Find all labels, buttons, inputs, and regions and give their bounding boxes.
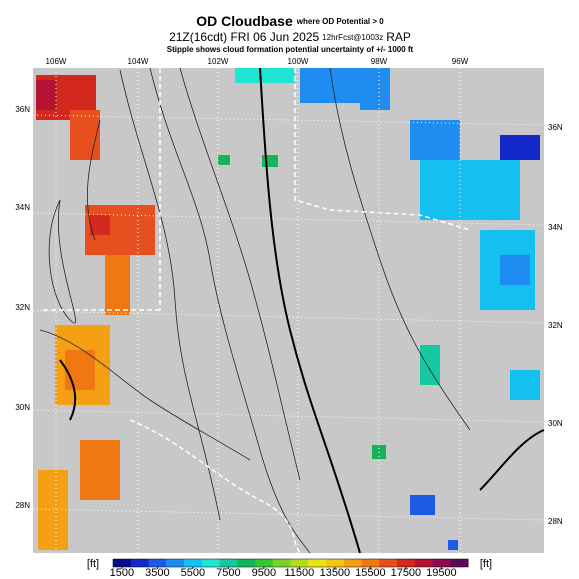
colorbar-swatch <box>450 559 469 567</box>
lon-label: 98W <box>371 57 388 66</box>
valid-line: 21Z(16cdt) FRI 06 Jun 2025 12hrFcst@1003z… <box>169 30 411 44</box>
model: RAP <box>386 30 411 44</box>
colorbar-swatch <box>272 559 291 567</box>
title-line: OD Cloudbase where OD Potential > 0 <box>196 13 384 29</box>
colorbar-swatch <box>166 559 185 567</box>
lat-label: 36N <box>15 105 30 114</box>
colorbar-swatch <box>184 559 203 567</box>
colorbar-label: 5500 <box>181 567 205 579</box>
colorbar-label: 3500 <box>145 567 169 579</box>
lon-label: 102W <box>208 57 229 66</box>
colorbar-swatch <box>290 559 309 567</box>
lon-label: 96W <box>452 57 469 66</box>
lon-label: 104W <box>128 57 149 66</box>
lat-label: 30N <box>15 403 30 412</box>
lat-label: 28N <box>15 501 30 510</box>
colorbar-swatch <box>201 559 220 567</box>
map <box>32 67 545 554</box>
colorbar-swatch <box>397 559 416 567</box>
colorbar-swatch <box>361 559 380 567</box>
colorbar-label: 11500 <box>284 567 314 579</box>
lat-label: 32N <box>548 321 563 330</box>
colorbar-swatch <box>343 559 362 567</box>
lat-label: 36N <box>548 123 563 132</box>
subtitle: Stipple shows cloud formation potential … <box>167 45 414 54</box>
colorbar-swatch <box>308 559 327 567</box>
colorbar-swatch <box>219 559 238 567</box>
title-note: where OD Potential > 0 <box>296 17 384 26</box>
lat-label: 30N <box>548 419 563 428</box>
colorbar-swatch <box>379 559 398 567</box>
colorbar-swatch <box>148 559 167 567</box>
colorbar-frame <box>112 558 469 568</box>
unit-label: [ft] <box>480 558 492 570</box>
colored-cells <box>36 68 540 550</box>
contours <box>39 67 545 554</box>
lat-label: 34N <box>15 203 30 212</box>
colorbar-label: 17500 <box>391 567 422 579</box>
forecast: 12hrFcst@1003z <box>322 33 383 42</box>
lat-label: 34N <box>548 223 563 232</box>
colorbar-label: 15500 <box>355 567 386 579</box>
title: OD Cloudbase <box>196 13 293 29</box>
unit-label: [ft] <box>87 558 99 570</box>
colorbar-label: 1500 <box>110 567 134 579</box>
boundaries <box>40 68 471 554</box>
colorbar-swatch <box>255 559 274 567</box>
colorbar-label: 19500 <box>426 567 457 579</box>
colorbar-swatch <box>237 559 256 567</box>
colorbar-swatch <box>130 559 149 567</box>
colorbar-swatch <box>326 559 345 567</box>
colorbar-swatch <box>113 559 132 567</box>
colorbar-label: 7500 <box>216 567 240 579</box>
lat-label: 28N <box>548 517 563 526</box>
colorbar-label: 13500 <box>320 567 351 579</box>
lon-label: 100W <box>288 57 309 66</box>
lat-label: 32N <box>15 303 30 312</box>
colorbar-label: 9500 <box>252 567 276 579</box>
valid-time: 21Z(16cdt) FRI 06 Jun 2025 <box>169 30 319 44</box>
lon-label: 106W <box>46 57 67 66</box>
colorbar-swatch <box>414 559 433 567</box>
colorbar-swatch <box>432 559 451 567</box>
